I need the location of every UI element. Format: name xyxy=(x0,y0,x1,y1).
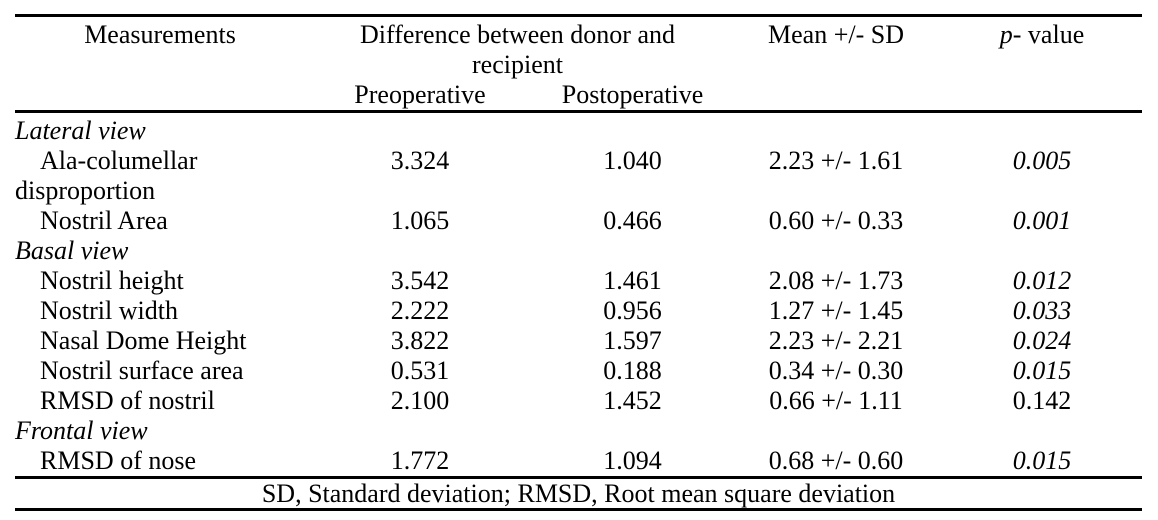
col-header-preoperative: Preoperative xyxy=(354,80,486,109)
postoperative-value: 1.094 xyxy=(603,446,662,475)
table-row: RMSD of nose 1.772 1.094 0.68 +/- 0.60 0… xyxy=(15,446,1142,478)
postoperative-value: 1.040 xyxy=(603,146,662,175)
table-row: Nostril surface area 0.531 0.188 0.34 +/… xyxy=(15,356,1142,386)
measurement-name: RMSD of nose xyxy=(40,446,197,475)
p-value: 0.024 xyxy=(1012,326,1072,355)
postoperative-value: 0.466 xyxy=(603,206,662,235)
postoperative-value: 0.188 xyxy=(603,356,662,385)
measurement-name: Nostril Area xyxy=(40,206,168,235)
p-value-header-italic-p: p xyxy=(999,20,1013,49)
section-row-frontal-view: Frontal view xyxy=(15,416,1142,446)
preoperative-value: 1.772 xyxy=(390,446,450,475)
results-table-wrapper: Measurements Difference between donor an… xyxy=(15,14,1142,511)
section-label: Basal view xyxy=(15,236,129,265)
table-footer: SD, Standard deviation; RMSD, Root mean … xyxy=(15,476,1142,510)
difference-group-label: Difference between donor and recipient xyxy=(360,20,675,79)
p-value: 0.001 xyxy=(1012,206,1072,235)
results-table: Measurements Difference between donor an… xyxy=(15,14,1142,511)
table-row: RMSD of nostril 2.100 1.452 0.66 +/- 1.1… xyxy=(15,386,1142,416)
postoperative-value: 1.452 xyxy=(603,386,662,415)
measurement-name: Nasal Dome Height xyxy=(40,326,247,355)
postoperative-value: 1.461 xyxy=(603,266,662,295)
col-header-postoperative: Postoperative xyxy=(561,80,704,109)
footnote-row: SD, Standard deviation; RMSD, Root mean … xyxy=(15,476,1142,510)
mean-sd-value: 1.27 +/- 1.45 xyxy=(768,296,904,325)
mean-sd-value: 2.23 +/- 1.61 xyxy=(768,146,904,175)
mean-sd-value: 0.66 +/- 1.11 xyxy=(769,386,903,415)
measurement-name: RMSD of nostril xyxy=(40,386,215,415)
section-label: Frontal view xyxy=(15,416,148,445)
postoperative-value: 0.956 xyxy=(603,296,662,325)
mean-sd-value: 0.68 +/- 0.60 xyxy=(768,446,904,475)
table-row: Nostril Area 1.065 0.466 0.60 +/- 0.33 0… xyxy=(15,206,1142,236)
preoperative-value: 3.822 xyxy=(390,326,450,355)
mean-sd-value: 0.34 +/- 0.30 xyxy=(768,356,904,385)
p-value: 0.005 xyxy=(1012,146,1072,175)
mean-sd-value: 2.23 +/- 2.21 xyxy=(768,326,904,355)
section-row-lateral-view: Lateral view xyxy=(15,112,1142,147)
p-value: 0.015 xyxy=(1012,446,1072,475)
preoperative-value: 2.100 xyxy=(390,386,450,415)
table-row: Nostril height 3.542 1.461 2.08 +/- 1.73… xyxy=(15,266,1142,296)
footnote-text: SD, Standard deviation; RMSD, Root mean … xyxy=(15,476,1142,510)
measurement-name: Nostril surface area xyxy=(40,356,244,385)
col-header-difference-group: Difference between donor and recipient xyxy=(305,16,730,81)
section-row-basal-view: Basal view xyxy=(15,236,1142,266)
p-value: 0.015 xyxy=(1012,356,1072,385)
measurement-name: Nostril height xyxy=(40,266,184,295)
header-row-2: Preoperative Postoperative xyxy=(15,80,1142,112)
postoperative-value: 1.597 xyxy=(603,326,662,355)
mean-sd-value: 0.60 +/- 0.33 xyxy=(768,206,904,235)
measurement-name: Ala-columellar disproportion xyxy=(15,146,198,205)
preoperative-value: 2.222 xyxy=(390,296,450,325)
preoperative-value: 1.065 xyxy=(390,206,450,235)
col-header-measurements: Measurements xyxy=(84,20,236,49)
table-header: Measurements Difference between donor an… xyxy=(15,16,1142,112)
p-value-header-rest: - value xyxy=(1012,20,1085,49)
section-label: Lateral view xyxy=(15,116,146,145)
table-body: Lateral view Ala-columellar disproportio… xyxy=(15,112,1142,478)
header-row-1: Measurements Difference between donor an… xyxy=(15,16,1142,81)
measurement-name: Nostril width xyxy=(40,296,178,325)
p-value: 0.142 xyxy=(1012,386,1072,415)
col-header-p-value: p- value xyxy=(942,16,1142,112)
table-row: Ala-columellar disproportion 3.324 1.040… xyxy=(15,146,1142,206)
p-value: 0.033 xyxy=(1012,296,1072,325)
table-row: Nasal Dome Height 3.822 1.597 2.23 +/- 2… xyxy=(15,326,1142,356)
preoperative-value: 3.324 xyxy=(390,146,450,175)
preoperative-value: 3.542 xyxy=(390,266,450,295)
preoperative-value: 0.531 xyxy=(390,356,450,385)
table-row: Nostril width 2.222 0.956 1.27 +/- 1.45 … xyxy=(15,296,1142,326)
col-header-mean-sd: Mean +/- SD xyxy=(768,20,904,49)
p-value: 0.012 xyxy=(1012,266,1072,295)
mean-sd-value: 2.08 +/- 1.73 xyxy=(768,266,904,295)
